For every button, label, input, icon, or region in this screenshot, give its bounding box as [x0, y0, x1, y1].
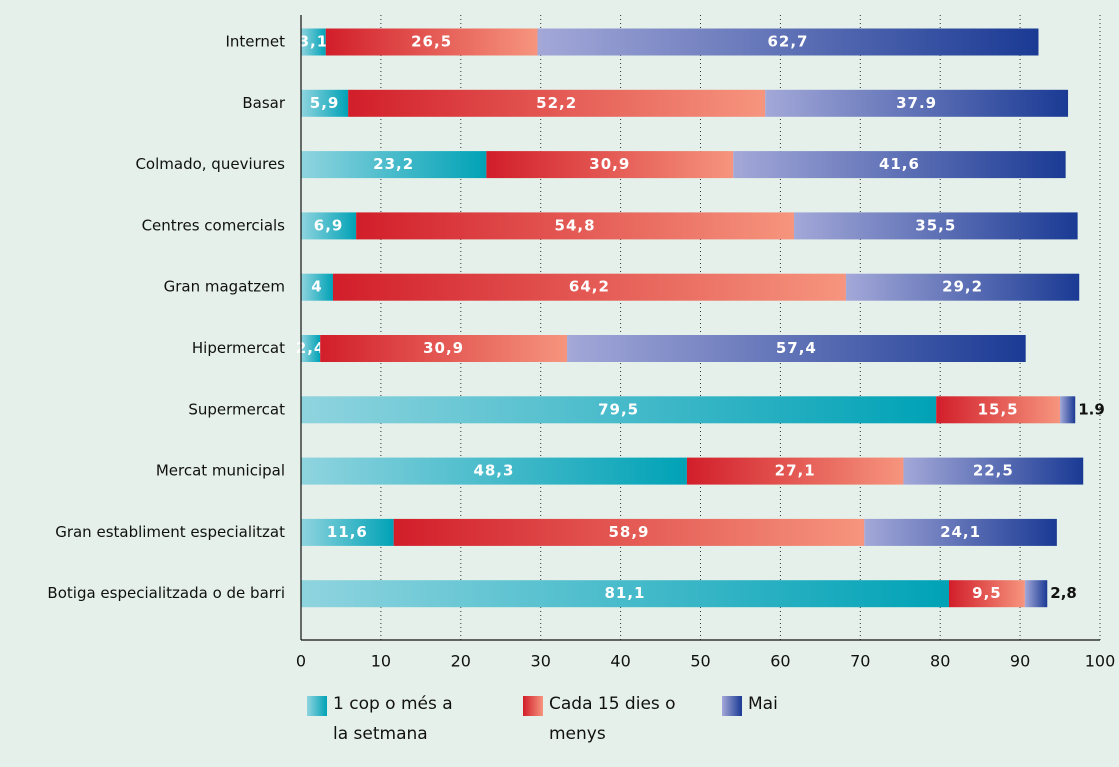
bar-segment — [793, 212, 1078, 240]
value-label: 15,5 — [978, 400, 1019, 418]
bar-segment — [845, 273, 1080, 301]
value-label: 52,2 — [536, 94, 577, 112]
value-label: 6,9 — [314, 216, 344, 234]
legend-label: 1 cop o més a la setmana — [333, 694, 453, 744]
value-label: 37.9 — [896, 94, 937, 112]
x-tick-label: 20 — [451, 652, 471, 671]
bar-segment — [765, 89, 1069, 117]
bar-segment — [301, 212, 357, 240]
category-label: Gran establiment especialitzat — [55, 523, 285, 541]
x-tick-label: 40 — [610, 652, 630, 671]
legend-item: Mai — [722, 693, 888, 719]
value-label: 57,4 — [776, 339, 817, 357]
legend-swatch — [307, 696, 327, 716]
category-label: Centres comercials — [142, 216, 286, 234]
value-label: 64,2 — [569, 278, 610, 296]
value-label: 22,5 — [973, 462, 1014, 480]
bar-segment — [301, 89, 349, 117]
x-tick-label: 70 — [850, 652, 870, 671]
bar-segment — [864, 518, 1057, 546]
value-label: 9,5 — [972, 584, 1002, 602]
bar-segment — [537, 28, 1039, 56]
bar-segment — [320, 335, 568, 362]
value-label: 4 — [311, 278, 322, 296]
value-label: 27,1 — [775, 462, 816, 480]
legend-swatch — [722, 696, 742, 716]
category-label: Supermercat — [188, 400, 285, 418]
bar-segment — [301, 28, 326, 56]
x-tick-label: 50 — [690, 652, 710, 671]
category-label: Basar — [242, 94, 285, 112]
bar-segment — [348, 89, 766, 117]
value-label: 2,8 — [1050, 584, 1077, 602]
value-label: 23,2 — [373, 155, 414, 173]
bar-segment — [1024, 580, 1048, 608]
legend-swatch — [523, 696, 543, 716]
bar-segment — [948, 580, 1025, 608]
legend-label: Mai — [748, 694, 778, 714]
value-label: 29,2 — [942, 278, 983, 296]
x-tick-label: 30 — [531, 652, 551, 671]
category-label: Botiga especialitzada o de barri — [47, 584, 285, 602]
value-label: 30,9 — [589, 155, 630, 173]
legend-item: Cada 15 dies o menys — [523, 693, 689, 749]
category-label: Gran magatzem — [164, 278, 285, 296]
legend-item: 1 cop o més a la setmana — [307, 693, 473, 749]
bar-segment — [486, 151, 734, 179]
bar-segment — [567, 335, 1026, 362]
bar-segment — [325, 28, 538, 56]
bar-segment — [301, 335, 321, 362]
value-label: 2,4 — [296, 339, 326, 357]
bar-segment — [301, 457, 687, 485]
category-label: Mercat municipal — [156, 462, 285, 480]
bar-segment — [301, 273, 333, 301]
plot: 0 10 20 30 40 50 60 70 80 90 100 Internet 3,1 26,5 62,… — [47, 15, 1116, 671]
value-label: 54,8 — [555, 216, 596, 234]
bar-segment — [686, 457, 904, 485]
bar-segment — [733, 151, 1066, 179]
x-tick-label: 100 — [1085, 652, 1116, 671]
bar-segment — [1060, 396, 1076, 424]
value-label: 26,5 — [411, 33, 452, 51]
x-tick-label: 80 — [930, 652, 950, 671]
x-tick-label: 10 — [371, 652, 391, 671]
value-label: 41,6 — [879, 155, 920, 173]
value-label: 48,3 — [473, 462, 514, 480]
value-label: 79,5 — [598, 400, 639, 418]
bar-segment — [393, 518, 865, 546]
value-label: 24,1 — [940, 523, 981, 541]
value-label: 62,7 — [767, 33, 808, 51]
value-label: 35,5 — [915, 216, 956, 234]
x-tick-label: 90 — [1010, 652, 1030, 671]
bar-segment — [332, 273, 846, 301]
legend-label: Cada 15 dies o menys — [549, 694, 676, 744]
value-label: 11,6 — [327, 523, 368, 541]
bar-segment — [301, 151, 487, 179]
bar-segment — [936, 396, 1061, 424]
bar-segment — [301, 518, 394, 546]
bar-segment — [356, 212, 794, 240]
value-label: 30,9 — [423, 339, 464, 357]
category-label: Colmado, queviures — [135, 155, 285, 173]
value-label: 81,1 — [604, 584, 645, 602]
bar-segment — [301, 396, 937, 424]
x-tick-label: 0 — [296, 652, 306, 671]
value-label: 5,9 — [310, 94, 340, 112]
category-label: Hipermercat — [192, 339, 285, 357]
x-tick-label: 60 — [770, 652, 790, 671]
category-label: Internet — [225, 33, 285, 51]
value-label: 3,1 — [299, 33, 329, 51]
value-label: 1.9 — [1078, 400, 1105, 418]
value-label: 58,9 — [608, 523, 649, 541]
bar-segment — [301, 580, 949, 608]
bar-segment — [903, 457, 1084, 485]
